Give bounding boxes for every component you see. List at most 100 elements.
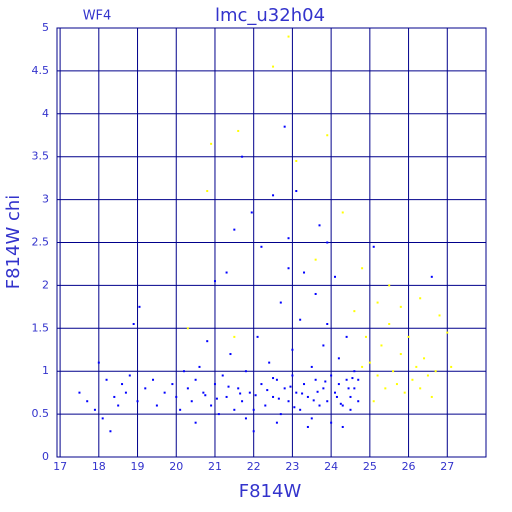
point [339,402,342,405]
point [295,159,298,162]
point [171,383,174,386]
point [293,406,296,409]
point [268,361,271,364]
point [324,380,327,383]
point [210,142,213,145]
point [239,392,242,395]
point [341,404,344,407]
point [419,297,422,300]
point [326,241,329,244]
point [109,430,112,433]
point [303,383,306,386]
point [163,391,166,394]
point [322,344,325,347]
point [136,400,139,403]
point [322,387,325,390]
point [233,335,236,338]
point [264,404,267,407]
point [372,245,375,248]
point [351,377,354,380]
point [330,374,333,377]
point [132,323,135,326]
y-tick-label: 2.5 [32,236,50,249]
point [227,385,230,388]
point [345,335,348,338]
point [446,331,449,334]
point [252,430,255,433]
point [117,404,120,407]
point [254,394,257,397]
y-tick-label: 4.5 [32,64,50,77]
point [241,400,244,403]
x-tick-label: 26 [402,460,416,473]
point [316,390,319,393]
x-tick-label: 23 [285,460,299,473]
point [312,399,315,402]
point [241,155,244,158]
point [198,365,201,368]
x-tick-label: 24 [324,460,338,473]
point [299,408,302,411]
point [303,271,306,274]
point [215,397,218,400]
point [361,365,364,368]
point [310,365,313,368]
point [252,408,255,411]
point [326,323,329,326]
point [121,383,124,386]
point [213,280,216,283]
panel-label: WF4 [83,9,112,24]
point [399,353,402,356]
point [283,125,286,128]
point [306,425,309,428]
point [301,392,304,395]
point [314,258,317,261]
point [423,357,426,360]
point [229,353,232,356]
point [272,65,275,68]
x-tick-label: 21 [208,460,222,473]
point [237,129,240,132]
point [326,400,329,403]
point [144,387,147,390]
point [318,224,321,227]
point [152,378,155,381]
x-tick-label: 25 [363,460,377,473]
point [353,387,356,390]
point [233,228,236,231]
point [341,211,344,214]
point [287,237,290,240]
y-tick-label: 3.5 [32,150,50,163]
point [113,395,116,398]
point [368,361,371,364]
point [357,378,360,381]
point [353,310,356,313]
point [266,389,269,392]
point [279,301,282,304]
point [279,413,282,416]
point [349,408,352,411]
point [101,417,104,420]
point [353,370,356,373]
point [248,391,251,394]
chart-title: lmc_u32h04 [215,5,325,26]
point [399,305,402,308]
point [349,395,352,398]
point [291,348,294,351]
point [250,211,253,214]
point [337,383,340,386]
x-tick-label: 18 [92,460,106,473]
point [175,395,178,398]
point [287,400,290,403]
point [392,370,395,373]
point [217,413,220,416]
point [376,374,379,377]
x-tick-label: 19 [131,460,145,473]
point [380,344,383,347]
point [388,323,391,326]
point [376,301,379,304]
point [314,378,317,381]
point [411,378,414,381]
y-tick-label: 1 [42,364,49,377]
